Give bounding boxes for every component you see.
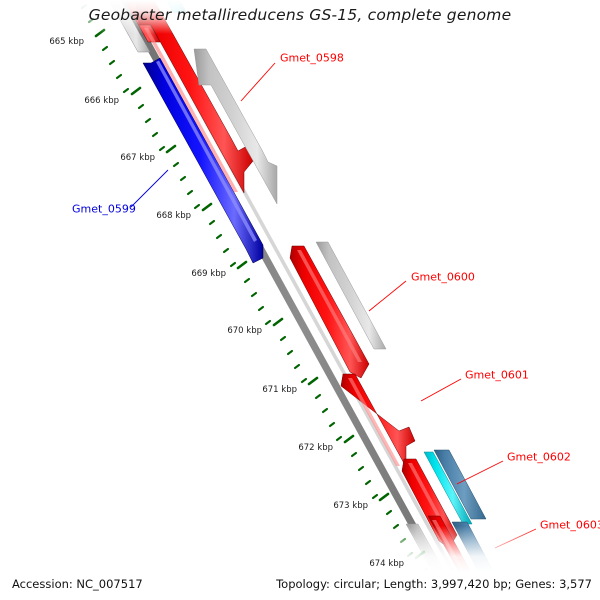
gene-feature-Gmet_0599[interactable] <box>142 57 264 264</box>
gene-label-Gmet_0601[interactable]: Gmet_0601 <box>465 368 529 382</box>
leader-Gmet_0599 <box>130 169 169 208</box>
label-leader-lines <box>130 62 537 549</box>
ruler-tick-label: 670 kbp <box>227 326 262 336</box>
gene-label-Gmet_0599[interactable]: Gmet_0599 <box>72 202 136 216</box>
gene-label-Gmet_0602[interactable]: Gmet_0602 <box>507 450 571 464</box>
ruler-tick-label: 673 kbp <box>333 501 368 511</box>
leader-Gmet_0601 <box>420 378 462 402</box>
ruler-tick-label: 668 kbp <box>156 211 191 221</box>
ruler-tick-label: 667 kbp <box>120 153 155 163</box>
gene-label-Gmet_0598[interactable]: Gmet_0598 <box>280 51 344 65</box>
ruler-tick-label: 672 kbp <box>298 443 333 453</box>
gene-feature-gray-middle[interactable] <box>315 241 387 350</box>
gene-label-Gmet_0600[interactable]: Gmet_0600 <box>411 270 475 284</box>
feature-rna-cyan-Gmet_0602[interactable] <box>423 451 473 525</box>
ruler-tick-label: 665 kbp <box>49 37 84 47</box>
leader-Gmet_0600 <box>368 280 407 312</box>
status-bar: Accession: NC_007517 Topology: circular;… <box>0 572 600 600</box>
ruler-tick-label: 666 kbp <box>84 96 119 106</box>
gene-feature-Gmet_0600[interactable] <box>289 245 370 379</box>
leader-Gmet_0603 <box>494 528 537 549</box>
feature-domain-steel-Gmet_0602[interactable] <box>433 449 487 520</box>
ruler-tick-label: 669 kbp <box>191 269 226 279</box>
leader-Gmet_0598 <box>240 62 276 102</box>
ruler-tick-marks <box>80 3 436 588</box>
ruler-tick-label: 674 kbp <box>369 559 404 569</box>
leader-Gmet_0602 <box>456 460 504 485</box>
genome-summary-text: Topology: circular; Length: 3,997,420 bp… <box>276 577 592 591</box>
gene-feature-gray-upper[interactable] <box>193 48 278 205</box>
ruler-tick-label: 671 kbp <box>262 385 297 395</box>
accession-text: Accession: NC_007517 <box>12 577 143 591</box>
reverse-strand-track[interactable] <box>142 57 264 264</box>
gene-feature-Gmet_0601[interactable] <box>340 373 416 468</box>
gene-label-Gmet_0603[interactable]: Gmet_0603 <box>540 518 600 532</box>
